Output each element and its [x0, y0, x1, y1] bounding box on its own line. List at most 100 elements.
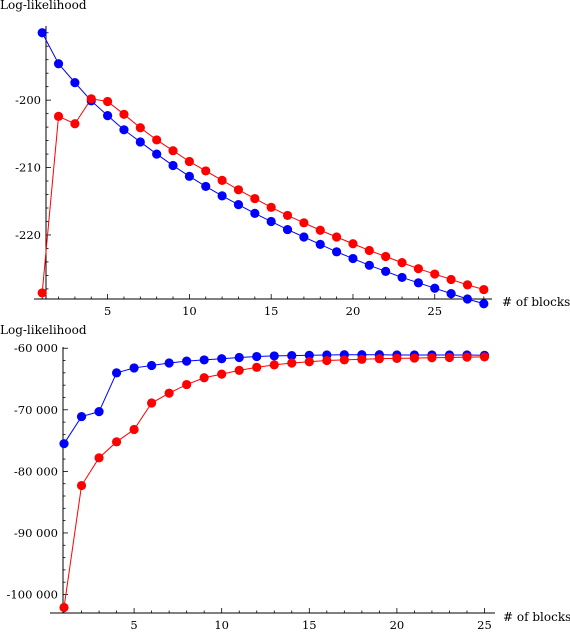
x-tick-label: 20	[390, 618, 405, 632]
series-1-point	[234, 365, 244, 375]
series-1-point	[269, 360, 279, 370]
series-1-point	[184, 156, 194, 167]
series-0-point	[234, 352, 244, 363]
x-axis-label: # of blocks	[503, 610, 570, 624]
series-1-point	[339, 355, 349, 365]
series-0-point	[182, 356, 192, 366]
series-1-point	[315, 225, 325, 235]
x-tick-label: 15	[302, 618, 317, 632]
series-1-point	[266, 202, 276, 212]
series-1-point	[111, 437, 122, 447]
series-0-point	[397, 272, 407, 283]
series-1-point	[182, 379, 192, 390]
series-1-point	[164, 388, 174, 398]
series-0-point	[315, 239, 325, 249]
series-1-point	[147, 398, 157, 408]
series-1-point	[348, 239, 358, 249]
series-1-point	[332, 232, 342, 242]
series-1-point	[199, 373, 209, 383]
series-1-point	[357, 354, 367, 364]
chart-bottom: 5 10 15 20 25 -100 000 -90 000 -80 000 -70 000 -6…	[0, 323, 570, 632]
series-1-point	[152, 135, 162, 145]
series-0-point	[70, 78, 80, 88]
x-tick-label: 10	[182, 304, 197, 318]
y-tick-label: -60 000	[14, 341, 58, 355]
series-0-point	[462, 294, 473, 304]
x-tick-label: 25	[477, 618, 492, 632]
series-0-point	[299, 232, 309, 242]
series-1-point	[252, 362, 262, 372]
series-0-point	[53, 59, 64, 69]
chart-top: 5 10 15 20 25 -220 -210 -200 Log-likelihood # of …	[0, 0, 570, 318]
series-0-point	[287, 351, 297, 361]
series-1-point	[430, 269, 440, 279]
series-1-point	[217, 175, 227, 185]
series-0-point	[332, 247, 342, 257]
series-0-point	[111, 368, 122, 378]
series-1-point	[129, 424, 139, 435]
y-axis-label: Log-likelihood	[0, 323, 87, 337]
series-1-point	[233, 185, 244, 195]
series-1-point	[462, 280, 473, 290]
y-tick-label: -70 000	[14, 403, 58, 417]
series-0-point	[152, 149, 162, 159]
series-0-point	[94, 407, 104, 417]
series-0-point	[282, 224, 293, 235]
series-1-point	[446, 274, 456, 285]
x-tick-label: 5	[130, 618, 137, 632]
series-0-point	[129, 363, 139, 373]
y-tick-label: -80 000	[14, 464, 58, 478]
series-0-point	[184, 171, 194, 181]
series-1-point	[282, 210, 293, 221]
x-tick-label: 25	[427, 304, 442, 318]
series-1-point	[304, 357, 314, 367]
x-tick-label: 20	[346, 304, 361, 318]
series-1-point	[37, 288, 47, 298]
series-0-point	[119, 125, 129, 135]
series-0-point	[37, 28, 47, 38]
series-1-point	[119, 109, 129, 119]
series-0-point	[201, 181, 211, 192]
y-tick-label: -200	[15, 93, 41, 107]
series-0-point	[348, 253, 358, 264]
series-1-point	[250, 193, 260, 204]
series-1-point	[322, 355, 332, 366]
y-tick-label: -210	[15, 161, 41, 175]
series-1-point	[94, 453, 104, 463]
series-1-point	[59, 602, 69, 613]
series-0-point	[103, 111, 113, 121]
series-1-point	[86, 94, 96, 104]
series-0-point	[430, 283, 440, 293]
series-0-point	[381, 266, 391, 276]
series-1-point	[479, 352, 490, 362]
series-0-point	[233, 200, 244, 210]
series-1-point	[397, 258, 407, 268]
series-1-point	[409, 353, 420, 363]
series-0-point	[304, 350, 314, 360]
y-tick-label: -90 000	[14, 526, 58, 540]
series-0-point	[413, 278, 423, 288]
series-0-point	[164, 358, 174, 368]
series-0-point	[217, 354, 227, 364]
series-1-point	[413, 264, 423, 274]
series-0-point	[250, 208, 260, 218]
series-1-point	[462, 352, 472, 362]
x-tick-label: 15	[264, 304, 279, 318]
series-1-point	[364, 245, 374, 256]
series-0-line	[41, 32, 484, 305]
series-0-point	[199, 355, 209, 365]
x-tick-label: 5	[104, 304, 111, 318]
series-1-point	[76, 480, 87, 491]
x-axis-label: # of blocks	[502, 295, 570, 309]
series-0-point	[135, 137, 145, 147]
series-1-point	[381, 251, 391, 262]
series-1-point	[201, 166, 211, 176]
series-1-line	[63, 356, 485, 608]
series-0-point	[446, 289, 456, 299]
series-1-point	[479, 284, 489, 295]
series-0-point	[76, 411, 87, 422]
series-0-point	[269, 351, 279, 361]
series-1-point	[427, 353, 437, 363]
series-0-point	[59, 439, 69, 449]
series-1-point	[103, 96, 113, 107]
